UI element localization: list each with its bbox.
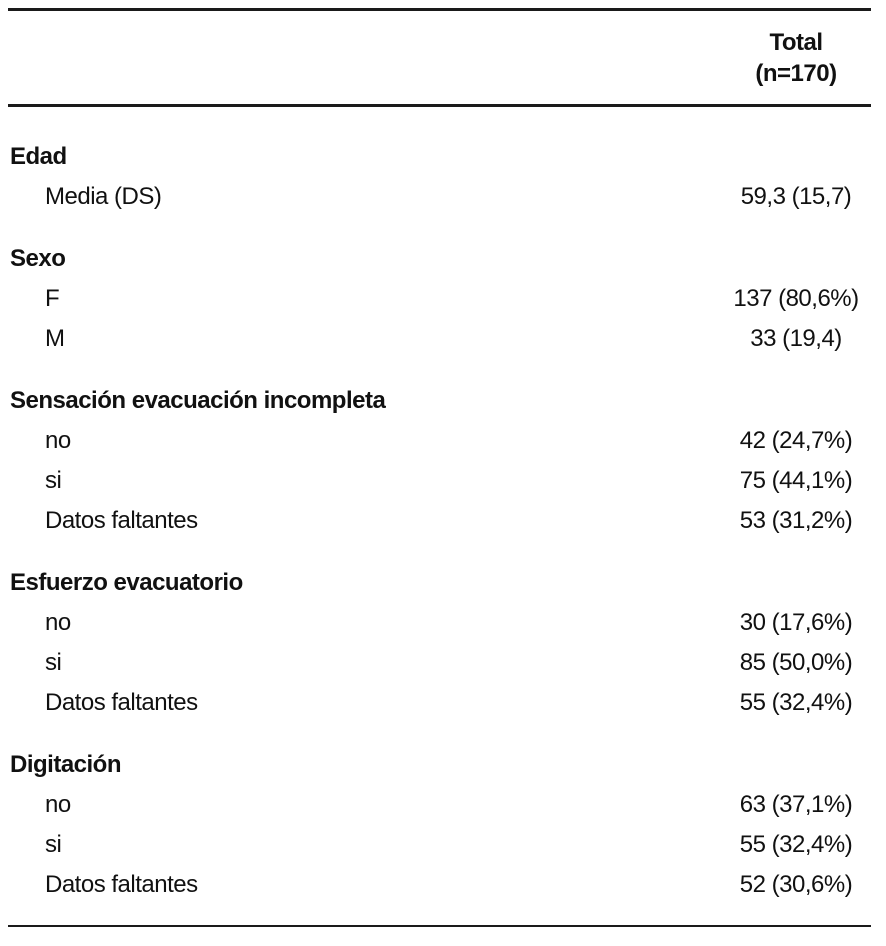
table-header-row: Total (n=170)	[8, 11, 871, 104]
row-value: 52 (30,6%)	[739, 870, 853, 898]
section-label: Sexo	[10, 244, 66, 272]
row-value: 33 (19,4)	[750, 324, 842, 352]
row-label: Datos faltantes	[45, 870, 198, 898]
table-row: si 75 (44,1%)	[8, 461, 871, 501]
section-esfuerzo-evacuatorio: Esfuerzo evacuatorio no 30 (17,6%) si 85…	[8, 563, 871, 723]
table-row: F 137 (80,6%)	[8, 279, 871, 319]
table-row: no 30 (17,6%)	[8, 603, 871, 643]
section-sensacion-evacuacion-incompleta: Sensación evacuación incompleta no 42 (2…	[8, 381, 871, 541]
row-value: 75 (44,1%)	[739, 466, 853, 494]
table-top-rule	[8, 8, 871, 11]
section-label: Esfuerzo evacuatorio	[10, 568, 243, 596]
row-value: 59,3 (15,7)	[740, 182, 852, 210]
row-value: 42 (24,7%)	[739, 426, 853, 454]
total-column-header-title: Total	[769, 29, 823, 56]
row-value: 55 (32,4%)	[739, 830, 853, 858]
total-column-header: Total (n=170)	[721, 27, 871, 89]
row-label: Datos faltantes	[45, 506, 198, 534]
table-bottom-rule	[8, 924, 871, 927]
row-value: 63 (37,1%)	[739, 790, 853, 818]
section-label: Sensación evacuación incompleta	[10, 386, 386, 414]
section-edad: Edad Media (DS) 59,3 (15,7)	[8, 137, 871, 217]
table-row: no 63 (37,1%)	[8, 785, 871, 825]
row-label: F	[45, 284, 60, 312]
row-value: 137 (80,6%)	[733, 284, 859, 312]
section-digitacion: Digitación no 63 (37,1%) si 55 (32,4%) D…	[8, 745, 871, 905]
row-label: si	[45, 648, 62, 676]
row-label: M	[45, 324, 65, 352]
table-row: M 33 (19,4)	[8, 319, 871, 359]
row-value: 53 (31,2%)	[739, 506, 853, 534]
table-row: no 42 (24,7%)	[8, 421, 871, 461]
table-row: Datos faltantes 53 (31,2%)	[8, 501, 871, 541]
table-row: si 85 (50,0%)	[8, 643, 871, 683]
summary-table: Total (n=170) Edad Media (DS) 59,3 (15,7…	[8, 8, 871, 927]
row-label: no	[45, 790, 71, 818]
section-sexo: Sexo F 137 (80,6%) M 33 (19,4)	[8, 239, 871, 359]
row-label: Media (DS)	[45, 182, 162, 210]
table-row: si 55 (32,4%)	[8, 825, 871, 865]
row-label: no	[45, 608, 71, 636]
row-value: 30 (17,6%)	[739, 608, 853, 636]
table-row: Media (DS) 59,3 (15,7)	[8, 177, 871, 217]
table-header-rule	[8, 104, 871, 107]
total-column-header-subtitle: (n=170)	[755, 60, 837, 87]
table-row: Datos faltantes 52 (30,6%)	[8, 865, 871, 905]
row-label: si	[45, 466, 62, 494]
section-label: Edad	[10, 142, 67, 170]
row-label: si	[45, 830, 62, 858]
section-label: Digitación	[10, 750, 122, 778]
row-label: Datos faltantes	[45, 688, 198, 716]
row-value: 85 (50,0%)	[739, 648, 853, 676]
table-row: Datos faltantes 55 (32,4%)	[8, 683, 871, 723]
row-value: 55 (32,4%)	[739, 688, 853, 716]
row-label: no	[45, 426, 71, 454]
